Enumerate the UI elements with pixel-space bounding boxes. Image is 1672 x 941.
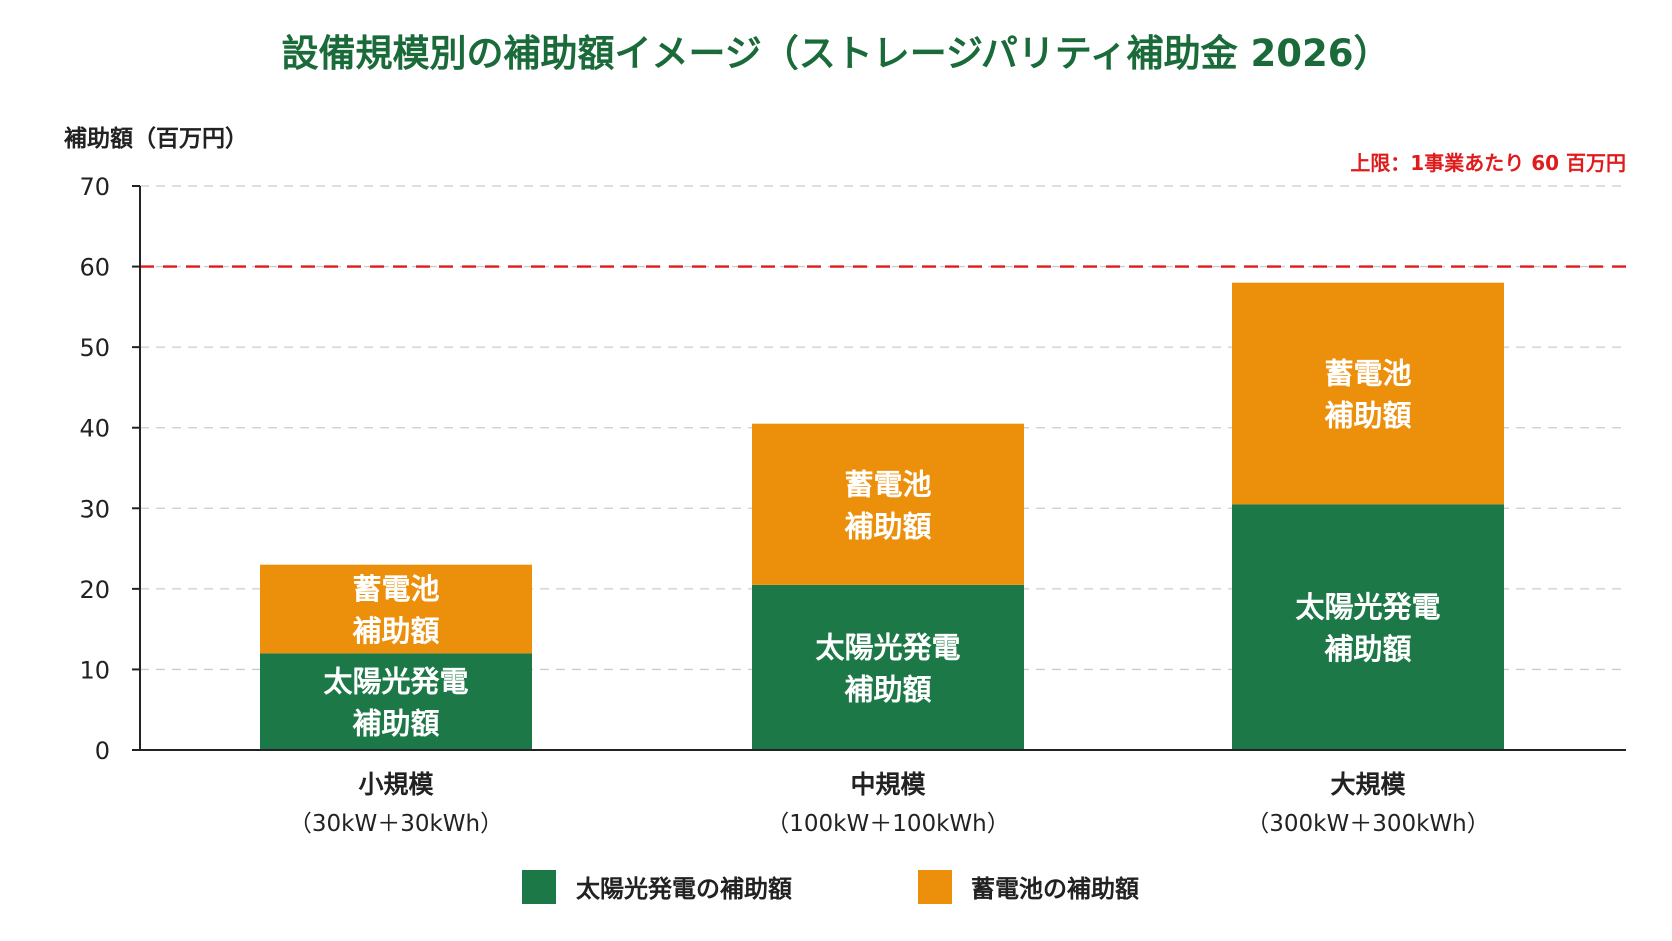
bar-segment-label: 補助額: [843, 672, 931, 706]
bar-segment-label: 補助額: [1323, 632, 1411, 666]
y-tick-label: 40: [79, 415, 110, 443]
legend-label: 蓄電池の補助額: [971, 875, 1139, 903]
bar-segment-label: 補助額: [843, 509, 931, 543]
cap-label: 上限：1事業あたり 60 百万円: [1350, 151, 1626, 175]
bar-segment-solar: [260, 653, 532, 750]
y-tick-label: 0: [95, 737, 110, 765]
x-category-sublabel: （100kW＋100kWh）: [766, 811, 1010, 837]
bar-segment-label: 補助額: [1323, 398, 1411, 432]
x-category-sublabel: （300kW＋300kWh）: [1246, 811, 1490, 837]
bar-segment-label: 補助額: [351, 707, 439, 741]
bar-segment-solar: [1232, 504, 1504, 750]
bar-segment-label: 補助額: [351, 614, 439, 648]
y-tick-labels: 0 10 20 30 40 50 60 70: [79, 173, 140, 765]
y-tick-label: 20: [79, 576, 110, 604]
x-category-labels: 小規模 （30kW＋30kWh） 中規模 （100kW＋100kWh） 大規模 （300k…: [289, 770, 1490, 837]
bar-segment-battery: [260, 564, 532, 654]
y-tick-label: 10: [79, 656, 110, 684]
y-tick-label: 60: [79, 254, 110, 282]
y-tick-label: 30: [79, 495, 110, 523]
x-category-label: 小規模: [358, 770, 434, 799]
legend-label: 太陽光発電の補助額: [576, 875, 792, 903]
legend-swatch-solar: [522, 870, 556, 904]
x-category-sublabel: （30kW＋30kWh）: [289, 811, 503, 837]
y-tick-label: 50: [79, 334, 110, 362]
legend-swatch-battery: [918, 870, 952, 904]
x-category-label: 大規模: [1330, 770, 1406, 799]
bar-segment-label: 太陽光発電: [1295, 590, 1440, 624]
bar-segment-label: 蓄電池: [844, 467, 931, 501]
y-axis-label: 補助額（百万円）: [63, 125, 248, 152]
x-category-label: 中規模: [850, 770, 926, 799]
bar-segment-solar: [752, 584, 1024, 750]
y-tick-label: 70: [79, 173, 110, 201]
bar-segment-label: 蓄電池: [1324, 356, 1411, 390]
bar-segment-label: 蓄電池: [352, 572, 439, 606]
bar-segment-battery: [752, 423, 1024, 585]
chart-title: 設備規模別の補助額イメージ（ストレージパリティ補助金 2026）: [282, 32, 1391, 75]
legend: 太陽光発電の補助額 蓄電池の補助額: [522, 870, 1139, 904]
bar-segment-battery: [1232, 282, 1504, 505]
bar-segment-label: 太陽光発電: [323, 665, 468, 699]
bar-segment-label: 太陽光発電: [815, 630, 960, 664]
